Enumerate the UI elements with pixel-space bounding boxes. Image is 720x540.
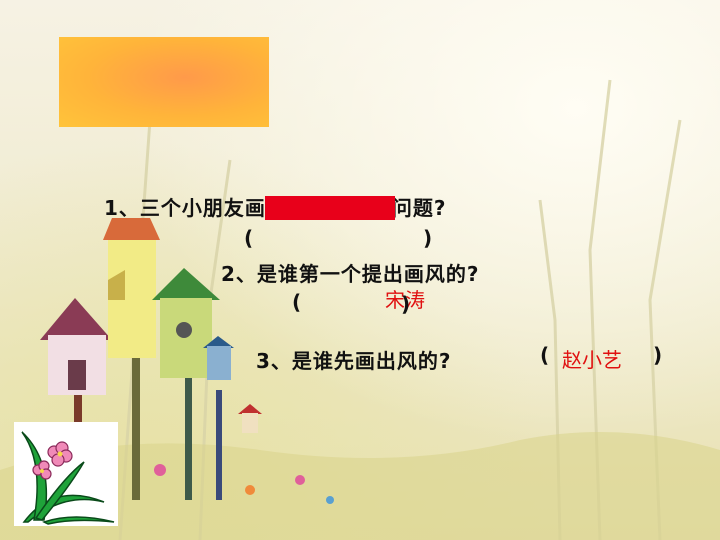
- question-3: 3、是谁先画出风的?: [256, 349, 452, 373]
- answer-3: 赵小艺: [562, 348, 622, 372]
- title-placeholder-box: [59, 37, 269, 127]
- answer-2: 宋涛: [385, 288, 425, 312]
- answer-2-close-paren: ): [401, 292, 411, 316]
- question-2: 2、是谁第一个提出画风的?: [221, 262, 480, 286]
- flower-icon: [21, 431, 115, 525]
- answer-1-close-paren: ): [423, 226, 433, 250]
- answer-3-open-paren: (: [540, 343, 550, 367]
- answer-2-open-paren: (: [292, 290, 302, 314]
- answer-3-close-paren: ): [653, 343, 663, 367]
- redaction-bar: [265, 196, 395, 220]
- answer-1-open-paren: (: [244, 226, 254, 250]
- flower-clipart: [14, 422, 118, 526]
